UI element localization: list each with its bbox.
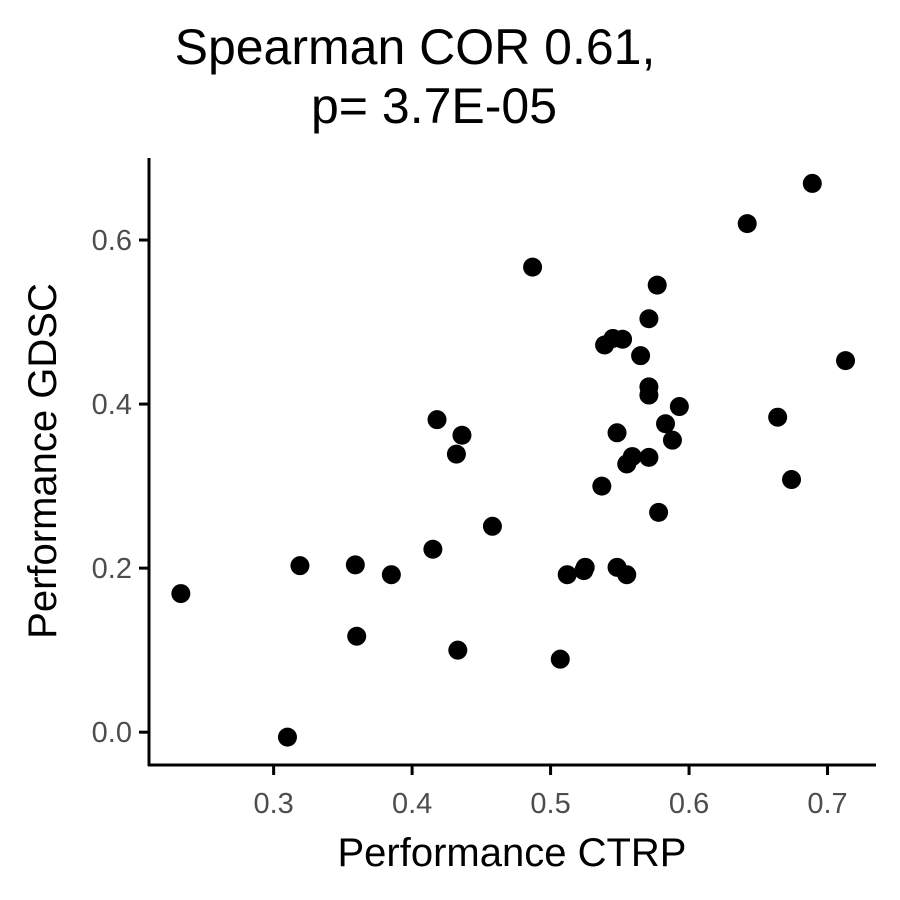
y-tick-label: 0.4 <box>92 389 132 421</box>
x-tick-label: 0.4 <box>392 788 432 820</box>
data-point <box>607 423 627 443</box>
data-point <box>656 414 676 434</box>
chart-title-line-2: p= 3.7E-05 <box>311 78 557 134</box>
data-point <box>639 385 659 405</box>
y-axis-ticks: 0.0 0.2 0.4 0.6 <box>92 225 149 749</box>
data-point <box>523 257 543 277</box>
data-point <box>622 447 642 467</box>
data-point <box>290 556 310 576</box>
data-point <box>836 351 856 371</box>
data-point <box>617 565 637 585</box>
data-point <box>575 557 595 577</box>
data-point <box>345 555 365 575</box>
x-tick-label: 0.5 <box>530 788 570 820</box>
data-point <box>662 430 682 450</box>
data-point <box>649 502 669 522</box>
data-point <box>782 470 802 490</box>
data-point <box>347 626 367 646</box>
data-point <box>277 727 297 747</box>
y-tick-label: 0.6 <box>92 225 132 257</box>
data-point <box>639 447 659 467</box>
data-point <box>452 425 472 445</box>
x-axis-title: Performance CTRP <box>338 831 687 875</box>
data-points <box>171 173 856 747</box>
data-point <box>427 410 447 430</box>
data-point <box>171 584 191 604</box>
data-point <box>423 539 443 559</box>
data-point <box>802 173 822 193</box>
x-tick-label: 0.7 <box>807 788 847 820</box>
data-point <box>647 275 667 295</box>
data-point <box>446 444 466 464</box>
y-tick-label: 0.2 <box>92 553 132 585</box>
data-point <box>639 309 659 329</box>
data-point <box>482 516 502 536</box>
data-point <box>592 476 612 496</box>
data-point <box>613 329 633 349</box>
data-point <box>631 346 651 366</box>
data-point <box>669 397 689 417</box>
y-axis-title: Performance GDSC <box>21 283 65 639</box>
data-point <box>550 649 570 669</box>
x-axis-ticks: 0.3 0.4 0.5 0.6 0.7 <box>253 765 848 820</box>
data-point <box>768 407 788 427</box>
chart-title-line-1: Spearman COR 0.61, <box>175 19 656 75</box>
x-tick-label: 0.6 <box>669 788 709 820</box>
x-tick-label: 0.3 <box>253 788 293 820</box>
y-tick-label: 0.0 <box>92 717 132 749</box>
data-point <box>557 565 577 585</box>
data-point <box>737 214 757 234</box>
data-point <box>448 640 468 660</box>
data-point <box>381 565 401 585</box>
